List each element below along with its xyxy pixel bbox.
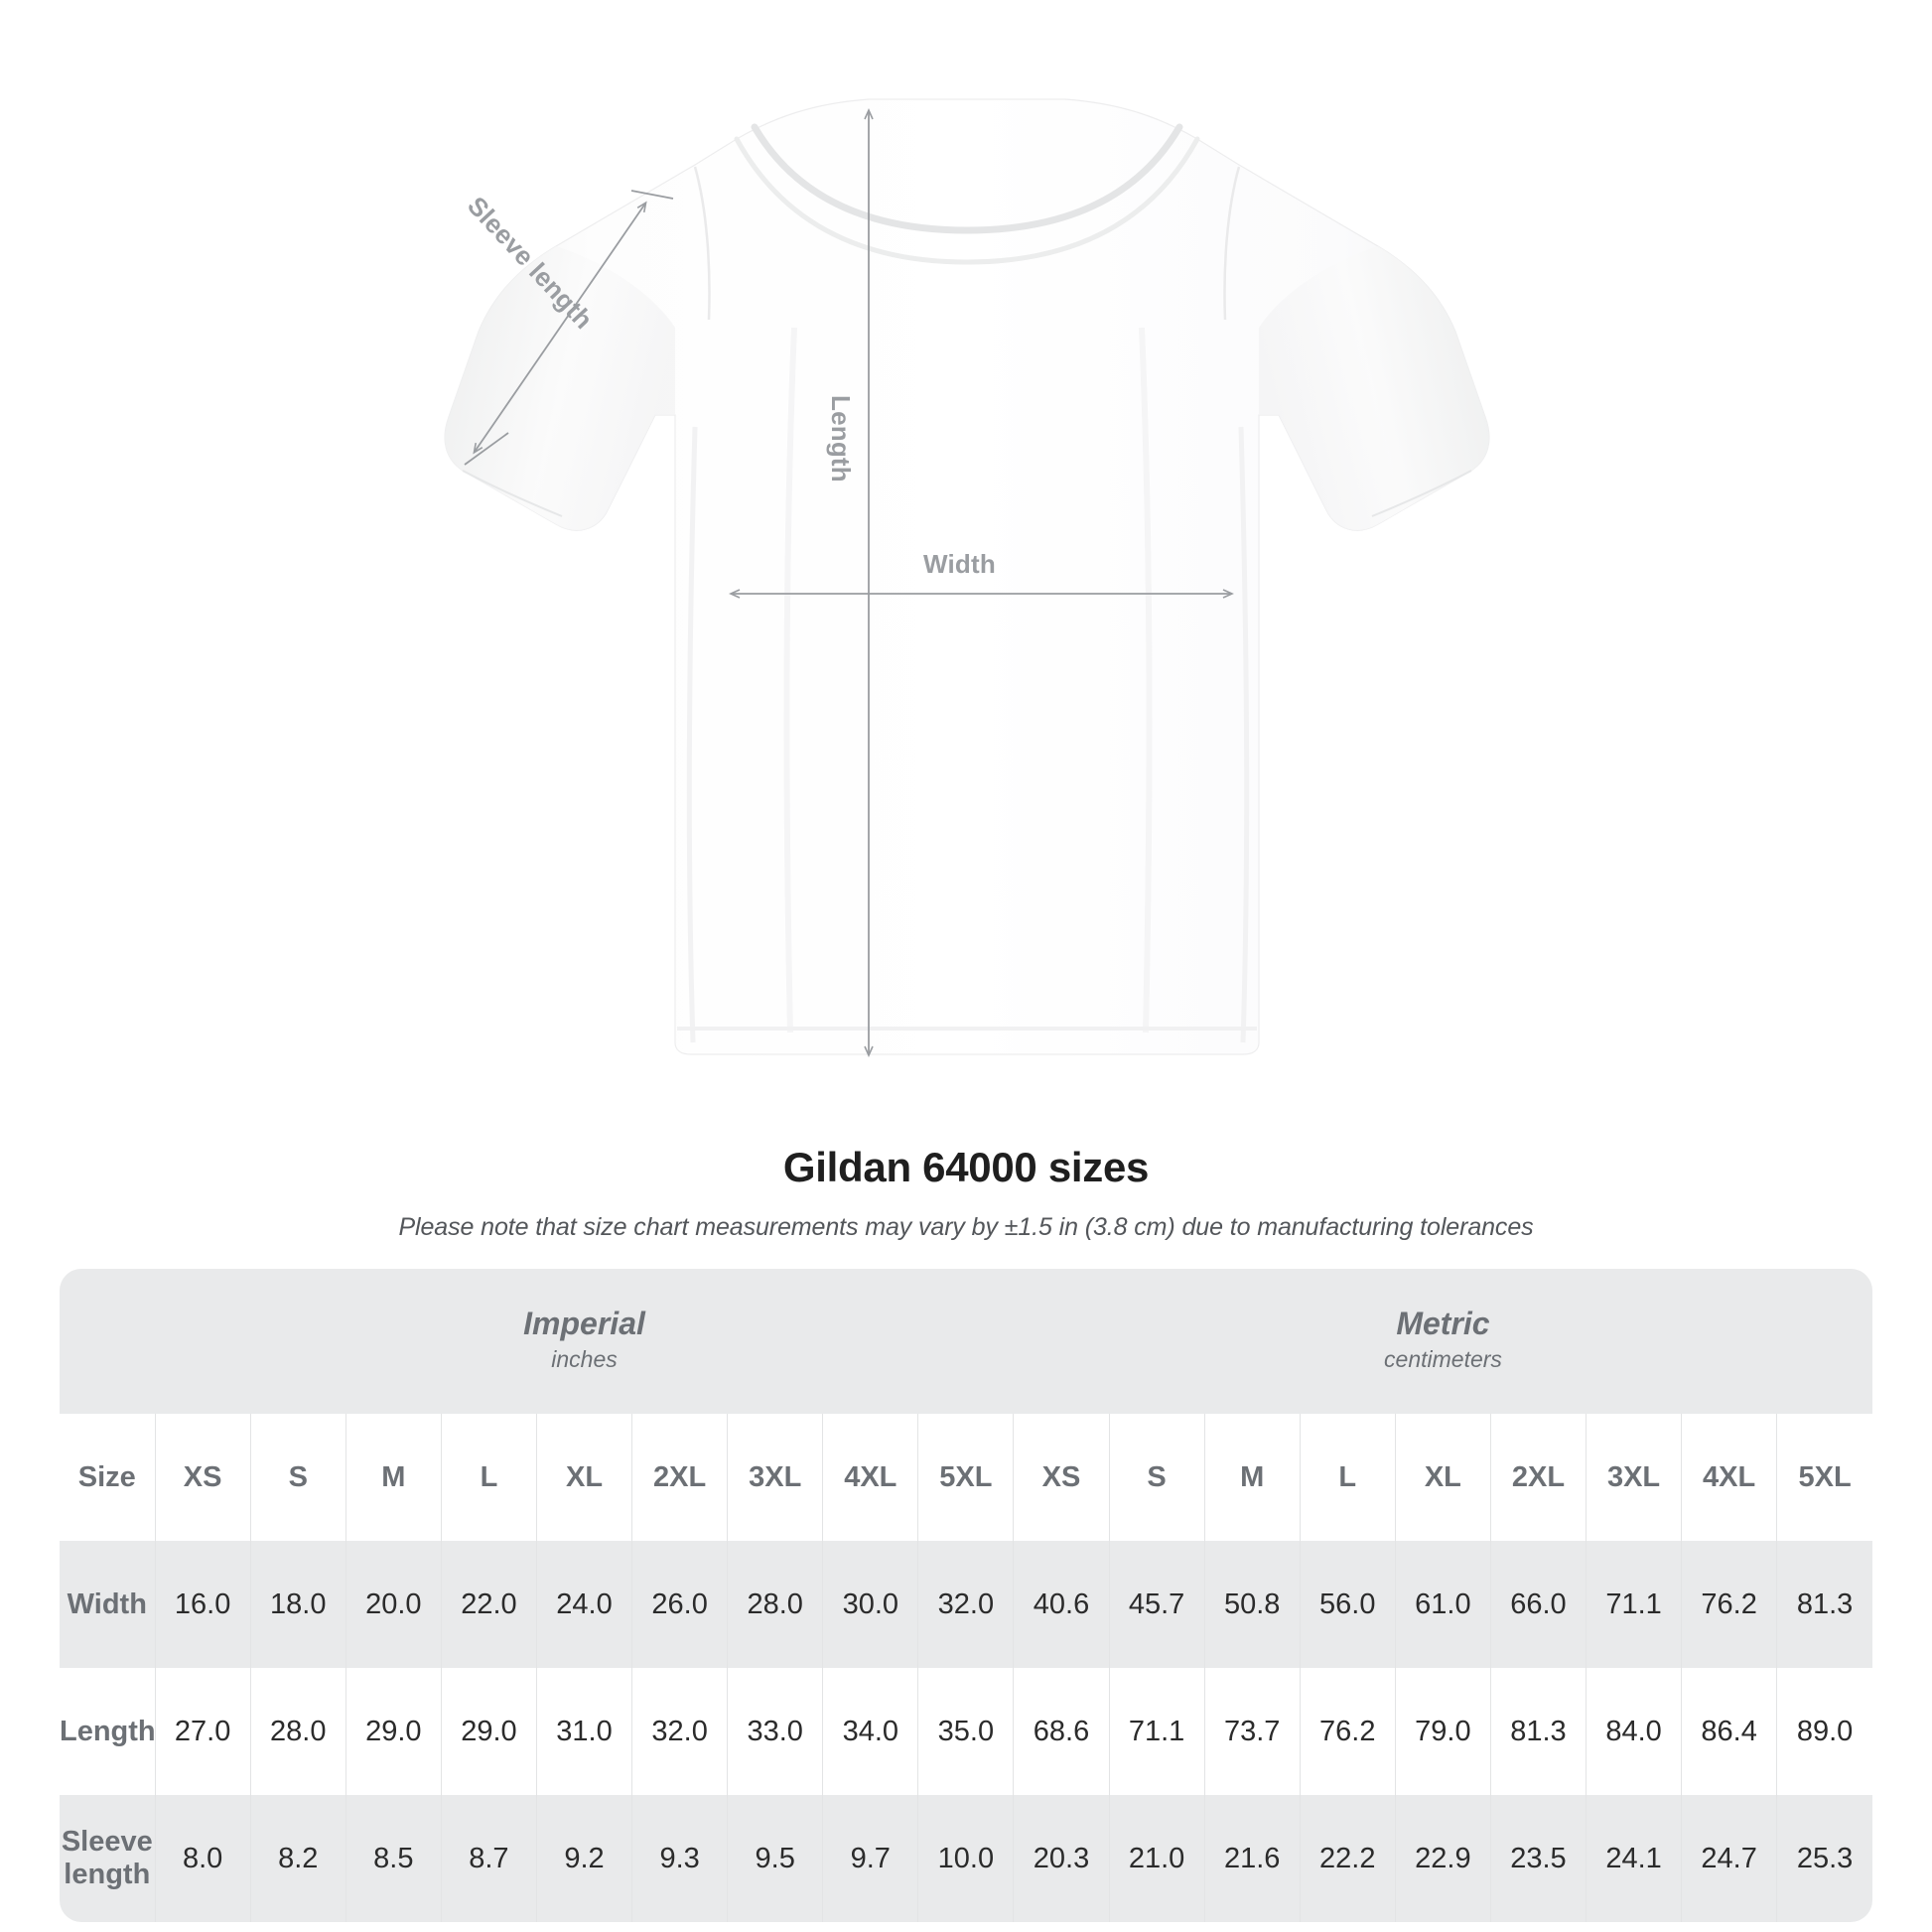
- cell-sleeve-length-imperial-2xl: 9.3: [631, 1795, 728, 1922]
- unit-subtitle: inches: [551, 1346, 618, 1373]
- cell-width-metric-5xl: 81.3: [1776, 1541, 1872, 1668]
- cell-width-imperial-5xl: 32.0: [917, 1541, 1014, 1668]
- size-header-imperial-3xl: 3XL: [727, 1414, 823, 1541]
- cell-sleeve-length-metric-2xl: 23.5: [1489, 1795, 1587, 1922]
- cell-length-imperial-3xl: 33.0: [727, 1668, 823, 1795]
- tshirt-diagram: [444, 98, 1490, 1057]
- size-header-imperial-5xl: 5XL: [917, 1414, 1014, 1541]
- size-header-imperial-xl: XL: [535, 1414, 632, 1541]
- cell-length-imperial-xs: 27.0: [154, 1668, 251, 1795]
- cell-width-metric-l: 56.0: [1299, 1541, 1396, 1668]
- cell-length-imperial-5xl: 35.0: [917, 1668, 1014, 1795]
- cell-width-imperial-m: 20.0: [345, 1541, 442, 1668]
- cell-length-metric-2xl: 81.3: [1489, 1668, 1587, 1795]
- unit-name: Metric: [1396, 1306, 1490, 1342]
- cell-length-imperial-4xl: 34.0: [822, 1668, 918, 1795]
- cell-width-metric-xl: 61.0: [1394, 1541, 1491, 1668]
- cell-length-metric-xl: 79.0: [1394, 1668, 1491, 1795]
- cell-width-metric-s: 45.7: [1108, 1541, 1205, 1668]
- tshirt-shape: [444, 98, 1490, 1055]
- sleeve-measure-line: [464, 190, 674, 466]
- cell-length-imperial-xl: 31.0: [535, 1668, 632, 1795]
- size-header-metric-xl: XL: [1394, 1414, 1491, 1541]
- cell-sleeve-length-metric-5xl: 25.3: [1776, 1795, 1872, 1922]
- unit-banner-row: Imperial inches Metric centimeters: [60, 1269, 1872, 1414]
- cell-width-metric-4xl: 76.2: [1681, 1541, 1777, 1668]
- table-header-row: Size XS S M L XL 2XL 3XL 4XL 5XL XS S M L XL 2XL 3XL 4XL 5…: [60, 1414, 1872, 1541]
- cell-sleeve-length-imperial-s: 8.2: [249, 1795, 346, 1922]
- cell-sleeve-length-imperial-xl: 9.2: [535, 1795, 632, 1922]
- page-title: Gildan 64000 sizes: [782, 1144, 1150, 1190]
- cell-width-metric-3xl: 71.1: [1585, 1541, 1682, 1668]
- unit-group-metric: Metric centimeters: [1013, 1269, 1872, 1414]
- size-header-metric-m: M: [1203, 1414, 1301, 1541]
- size-header-imperial-l: L: [440, 1414, 537, 1541]
- cell-width-imperial-2xl: 26.0: [631, 1541, 728, 1668]
- cell-length-imperial-l: 29.0: [440, 1668, 537, 1795]
- table-row: Length 27.0 28.0 29.0 29.0 31.0 32.0 33.0 34.0 35…: [60, 1668, 1872, 1795]
- cell-length-metric-3xl: 84.0: [1585, 1668, 1682, 1795]
- cell-sleeve-length-imperial-l: 8.7: [440, 1795, 537, 1922]
- cell-width-metric-xs: 40.6: [1013, 1541, 1110, 1668]
- width-dimension-label: Width: [923, 549, 996, 579]
- size-header-metric-s: S: [1108, 1414, 1205, 1541]
- row-label-width: Width: [60, 1541, 156, 1668]
- unit-subtitle: centimeters: [1384, 1346, 1502, 1373]
- cell-sleeve-length-metric-l: 22.2: [1299, 1795, 1396, 1922]
- size-chart-heading: Gildan 64000 sizes Please note that size…: [0, 1144, 1932, 1242]
- size-header-metric-4xl: 4XL: [1681, 1414, 1777, 1541]
- size-header-metric-2xl: 2XL: [1489, 1414, 1587, 1541]
- cell-sleeve-length-metric-3xl: 24.1: [1585, 1795, 1682, 1922]
- cell-length-metric-l: 76.2: [1299, 1668, 1396, 1795]
- unit-group-imperial: Imperial inches: [155, 1269, 1014, 1414]
- size-header-metric-3xl: 3XL: [1585, 1414, 1682, 1541]
- cell-length-imperial-s: 28.0: [249, 1668, 346, 1795]
- size-header-imperial-m: M: [345, 1414, 442, 1541]
- cell-sleeve-length-imperial-5xl: 10.0: [917, 1795, 1014, 1922]
- unit-name: Imperial: [523, 1306, 645, 1342]
- cell-width-imperial-xl: 24.0: [535, 1541, 632, 1668]
- cell-width-metric-m: 50.8: [1203, 1541, 1301, 1668]
- cell-sleeve-length-metric-xs: 20.3: [1013, 1795, 1110, 1922]
- size-header-imperial-s: S: [249, 1414, 346, 1541]
- row-label-header: Size: [60, 1414, 156, 1541]
- length-dimension-label: Length: [826, 395, 856, 483]
- cell-width-metric-2xl: 66.0: [1489, 1541, 1587, 1668]
- cell-length-metric-4xl: 86.4: [1681, 1668, 1777, 1795]
- size-chart-table: Imperial inches Metric centimeters Size XS S M L…: [60, 1269, 1872, 1922]
- size-header-metric-l: L: [1299, 1414, 1396, 1541]
- size-header-imperial-2xl: 2XL: [631, 1414, 728, 1541]
- size-header-imperial-xs: XS: [154, 1414, 251, 1541]
- row-label-sleeve-length: Sleeve length: [60, 1795, 156, 1922]
- cell-length-metric-5xl: 89.0: [1776, 1668, 1872, 1795]
- cell-sleeve-length-metric-xl: 22.9: [1394, 1795, 1491, 1922]
- cell-sleeve-length-metric-m: 21.6: [1203, 1795, 1301, 1922]
- row-label-length: Length: [60, 1668, 156, 1795]
- cell-length-imperial-m: 29.0: [345, 1668, 442, 1795]
- tolerance-note: Please note that size chart measurements…: [398, 1213, 1534, 1241]
- cell-sleeve-length-imperial-4xl: 9.7: [822, 1795, 918, 1922]
- cell-length-metric-xs: 68.6: [1013, 1668, 1110, 1795]
- cell-sleeve-length-imperial-xs: 8.0: [154, 1795, 251, 1922]
- size-header-metric-xs: XS: [1013, 1414, 1110, 1541]
- size-header-metric-5xl: 5XL: [1776, 1414, 1872, 1541]
- cell-sleeve-length-imperial-m: 8.5: [345, 1795, 442, 1922]
- size-header-imperial-4xl: 4XL: [822, 1414, 918, 1541]
- table-row: Width 16.0 18.0 20.0 22.0 24.0 26.0 28.0 30.0 32.…: [60, 1541, 1872, 1668]
- cell-width-imperial-xs: 16.0: [154, 1541, 251, 1668]
- size-chart-table-container: Imperial inches Metric centimeters Size XS S M L…: [60, 1269, 1872, 1922]
- unit-banner-spacer: [60, 1269, 156, 1414]
- cell-sleeve-length-imperial-3xl: 9.5: [727, 1795, 823, 1922]
- cell-sleeve-length-metric-s: 21.0: [1108, 1795, 1205, 1922]
- cell-length-metric-m: 73.7: [1203, 1668, 1301, 1795]
- cell-length-metric-s: 71.1: [1108, 1668, 1205, 1795]
- table-row: Sleeve length 8.0 8.2 8.5 8.7 9.2 9.3 9.5 9.7 10.…: [60, 1795, 1872, 1922]
- cell-width-imperial-s: 18.0: [249, 1541, 346, 1668]
- cell-length-imperial-2xl: 32.0: [631, 1668, 728, 1795]
- cell-sleeve-length-metric-4xl: 24.7: [1681, 1795, 1777, 1922]
- cell-width-imperial-l: 22.0: [440, 1541, 537, 1668]
- product-illustration: Width Length Sleeve length: [444, 98, 1490, 1057]
- cell-width-imperial-3xl: 28.0: [727, 1541, 823, 1668]
- cell-width-imperial-4xl: 30.0: [822, 1541, 918, 1668]
